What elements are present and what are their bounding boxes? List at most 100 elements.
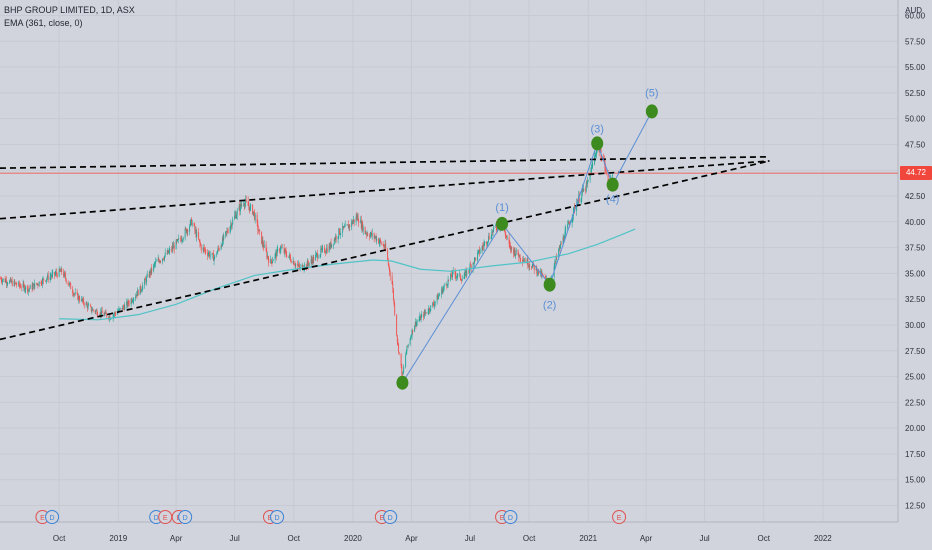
candle xyxy=(349,224,351,232)
svg-text:E: E xyxy=(40,515,45,522)
candle xyxy=(72,290,74,296)
candle xyxy=(59,268,61,272)
candle xyxy=(218,245,220,252)
candle xyxy=(434,300,436,310)
candle xyxy=(5,278,7,283)
candle xyxy=(2,278,4,283)
candle xyxy=(393,298,395,307)
x-tick-label: Jul xyxy=(230,534,240,543)
candle xyxy=(322,244,324,253)
earnings-event-marker[interactable]: E xyxy=(158,510,173,524)
candle xyxy=(439,293,441,296)
candle xyxy=(77,293,79,304)
x-tick-label: Oct xyxy=(523,534,536,543)
candle xyxy=(432,300,434,306)
candle xyxy=(41,277,43,289)
candle xyxy=(457,273,459,281)
candle xyxy=(365,232,367,239)
candle xyxy=(172,242,174,252)
candle xyxy=(149,269,151,278)
candle xyxy=(353,215,355,224)
candle xyxy=(41,280,43,287)
candle xyxy=(45,279,47,284)
candle xyxy=(211,253,213,259)
dividend-event-marker[interactable]: D xyxy=(45,510,60,524)
candle xyxy=(144,276,146,280)
candle xyxy=(74,292,76,297)
dividend-event-marker[interactable]: D xyxy=(270,510,285,524)
candle xyxy=(177,238,179,240)
x-tick-label: Oct xyxy=(53,534,66,543)
svg-text:D: D xyxy=(50,515,55,522)
candle xyxy=(369,231,371,239)
candle xyxy=(325,250,327,253)
candle xyxy=(145,278,147,285)
candle xyxy=(29,284,31,289)
candle xyxy=(207,249,209,260)
candle xyxy=(189,224,191,236)
candle xyxy=(153,261,155,269)
candle xyxy=(11,276,13,287)
candle xyxy=(585,180,587,193)
candle xyxy=(105,309,107,314)
candle xyxy=(185,227,187,231)
candle xyxy=(18,280,20,287)
candle xyxy=(235,211,237,219)
dividend-event-marker[interactable]: D xyxy=(383,510,398,524)
candle xyxy=(423,309,425,319)
candle xyxy=(513,246,515,258)
candle xyxy=(429,308,431,314)
candle xyxy=(488,232,490,240)
candle xyxy=(241,200,243,210)
candle xyxy=(528,264,530,271)
candle xyxy=(139,286,141,296)
candle xyxy=(311,255,313,265)
candle xyxy=(383,244,385,250)
candle xyxy=(225,231,227,237)
candle xyxy=(0,276,2,280)
candle xyxy=(63,270,65,279)
ema-indicator-label[interactable]: EMA (361, close, 0) xyxy=(4,18,83,28)
y-tick-label: 15.00 xyxy=(905,476,926,485)
earnings-event-marker[interactable]: E xyxy=(612,510,627,524)
candle xyxy=(448,279,450,282)
candle xyxy=(122,304,124,310)
candle xyxy=(203,246,205,253)
candle xyxy=(96,308,98,317)
candle xyxy=(329,242,331,250)
candle xyxy=(389,266,391,276)
candle xyxy=(103,310,105,316)
candle xyxy=(371,228,373,240)
candle xyxy=(437,292,439,300)
candle xyxy=(392,287,394,302)
candle xyxy=(436,294,438,305)
svg-text:D: D xyxy=(154,515,159,522)
candle xyxy=(60,266,62,272)
symbol-title[interactable]: BHP GROUP LIMITED, 1D, ASX xyxy=(4,5,135,15)
candle xyxy=(135,293,137,302)
candle xyxy=(387,257,389,267)
candle xyxy=(43,278,45,285)
y-tick-label: 42.50 xyxy=(905,192,926,201)
candle xyxy=(67,280,69,287)
y-tick-label: 37.50 xyxy=(905,244,926,253)
candle xyxy=(428,307,430,314)
x-tick-label: Apr xyxy=(640,534,653,543)
candle xyxy=(70,281,72,290)
candle xyxy=(564,226,566,240)
candle xyxy=(378,237,380,244)
candle xyxy=(259,228,261,236)
candle xyxy=(4,275,6,283)
candle xyxy=(249,202,251,212)
candle xyxy=(360,215,362,230)
candle xyxy=(91,306,93,315)
dividend-event-marker[interactable]: D xyxy=(503,510,518,524)
candle xyxy=(568,221,570,224)
candle xyxy=(256,212,258,227)
y-tick-label: 52.50 xyxy=(905,89,926,98)
candle xyxy=(472,261,474,273)
candle xyxy=(285,247,287,258)
dividend-event-marker[interactable]: D xyxy=(178,510,193,524)
